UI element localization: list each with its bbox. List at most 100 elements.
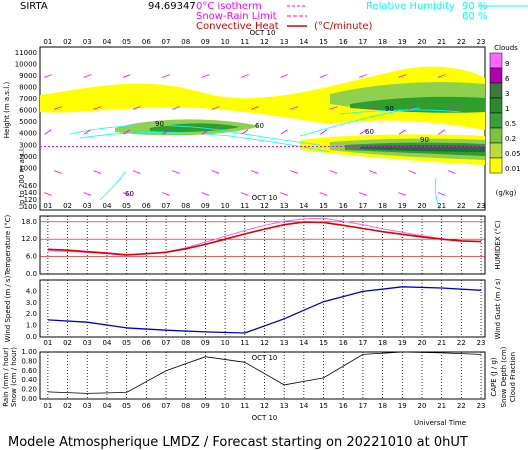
temperature-axis-label: Temperature (°C) — [4, 215, 12, 277]
height-tick-label: 4000 — [19, 130, 37, 138]
hour-tick-label: 13 — [280, 339, 289, 347]
humidity-contour — [69, 124, 321, 146]
hour-tick-label: 18 — [378, 402, 387, 410]
wind-arrow — [438, 129, 446, 135]
wind-arrow — [250, 170, 259, 174]
wind-tick-label: 1.0 — [26, 322, 37, 330]
hour-tick-label: 03 — [83, 402, 92, 410]
coords-label: 94.69347 — [148, 1, 196, 12]
humidity-contour — [339, 109, 461, 115]
height-tick-label: 9000 — [19, 72, 37, 80]
wind-arrow — [201, 129, 209, 135]
hour-tick-label: 03 — [83, 339, 92, 347]
convective-unit: (°C/minute) — [314, 21, 373, 32]
wind-arrow — [83, 129, 91, 135]
cloud-legend-swatch — [489, 157, 503, 174]
wind-arrow — [53, 170, 62, 174]
hour-tick-label: 01 — [43, 38, 52, 46]
wind-arrow — [437, 74, 446, 78]
hour-tick-label: 11 — [240, 38, 249, 46]
wind-arrow — [359, 74, 367, 78]
hour-tick-label: 22 — [457, 339, 466, 347]
hour-tick-label: 04 — [102, 339, 111, 347]
hour-tick-label: 20 — [418, 38, 427, 46]
cloud-layer-high-core — [350, 96, 485, 113]
hour-tick-label: 08 — [181, 402, 190, 410]
hour-tick-label: 06 — [142, 402, 151, 410]
wind-arrow — [447, 170, 456, 174]
hour-tick-label: 14 — [299, 339, 308, 347]
hour-tick-label: 16 — [339, 402, 348, 410]
wind-arrow — [172, 170, 180, 174]
cloud-legend-label: 0.5 — [505, 120, 516, 128]
hour-tick-label: 23 — [477, 38, 486, 46]
wind-arrow — [359, 192, 367, 196]
hour-tick-label: 05 — [122, 202, 131, 210]
cape-axis-label: CAPE (J / g) — [490, 357, 498, 397]
wind-gust-axis-label: Wind Gust (m / s) — [494, 278, 502, 339]
hour-tick-label: 16 — [339, 38, 348, 46]
precipitation-panel: OCT 10 01 02 03 04 05 06 07 08 09 10 11 12 13 14 15 16 17… — [2, 346, 517, 422]
hour-tick-label: 07 — [162, 402, 171, 410]
cloud-legend-label: 0.01 — [505, 165, 521, 173]
isotherm-label: 0°C isotherm — [196, 1, 262, 12]
hour-tick-label: 02 — [63, 38, 72, 46]
hour-tick-label: 14 — [299, 38, 308, 46]
wind-arrow — [290, 170, 299, 174]
hour-tick-label: 11 — [240, 402, 249, 410]
height-tick-label: 11000 — [15, 49, 37, 57]
precipitation-tick-label: 0.20 — [21, 386, 37, 394]
hour-tick-label: 03 — [83, 38, 92, 46]
hour-tick-label: 18 — [378, 38, 387, 46]
hour-tick-label: 06 — [142, 202, 151, 210]
humidity-contour-label: 90 — [155, 120, 164, 128]
wind-arrow — [398, 192, 407, 196]
wind-arrow — [201, 192, 210, 196]
humidity-contour-label: 60 — [365, 128, 374, 136]
hour-tick-label: 10 — [221, 339, 230, 347]
wind-arrow — [329, 170, 338, 174]
wind-speed-line — [47, 286, 482, 334]
cloud-legend-label: 6 — [505, 75, 510, 83]
hour-tick-label: 13 — [280, 38, 289, 46]
convective-label: Convective Heat — [196, 21, 279, 32]
temperature-tick-label: 0.0 — [26, 270, 37, 278]
date-label: OCT 10 — [252, 194, 278, 202]
wind-arrow — [93, 170, 102, 174]
hour-tick-label: 10 — [221, 38, 230, 46]
wind-arrow — [172, 106, 180, 110]
rain-axis-label: Rain (mm / hour) — [2, 347, 10, 407]
hour-tick-label: 12 — [260, 202, 269, 210]
header: SIRTA 94.69347 0°C isotherm Snow-Rain Li… — [20, 1, 528, 32]
wind-arrow — [280, 74, 289, 78]
hour-tick-label: 21 — [437, 402, 446, 410]
wind-arrow — [437, 192, 446, 196]
hour-tick-label: 05 — [122, 339, 131, 347]
wind-tick-label: 3.0 — [26, 299, 37, 307]
hour-tick-label: 07 — [162, 202, 171, 210]
station-label: SIRTA — [20, 1, 48, 12]
cloud-legend-label: 9 — [505, 60, 509, 68]
wind-arrow — [53, 106, 62, 110]
wind-arrow — [408, 170, 417, 174]
hour-tick-label: 12 — [260, 339, 269, 347]
temperature-tick-label: 6.0 — [26, 253, 37, 261]
wind-arrow — [162, 192, 170, 196]
footer-model-label: Modele Atmospherique LMDZ / Forecast sta… — [8, 435, 468, 450]
height-tick-label: 140 — [24, 189, 37, 197]
hour-tick-label: 20 — [418, 202, 427, 210]
wind-arrow — [211, 170, 220, 174]
wind-arrow — [329, 106, 338, 110]
cloud-legend-swatch — [489, 82, 503, 99]
hour-tick-label: 20 — [418, 402, 427, 410]
hour-tick-label: 07 — [162, 339, 171, 347]
hour-tick-label: 21 — [437, 339, 446, 347]
hour-tick-label: 10 — [221, 402, 230, 410]
height-tick-label: 3000 — [19, 141, 37, 149]
rh-label: Relative Humidity — [366, 1, 455, 12]
cloud-legend-swatch — [489, 127, 503, 144]
temperature-panel: 01 02 03 04 05 06 07 08 09 10 11 12 13 14 15 16 17 18 19 20… — [4, 194, 502, 278]
cloud-layer-high — [40, 66, 485, 130]
wind-tick-label: 0.0 — [26, 333, 37, 341]
